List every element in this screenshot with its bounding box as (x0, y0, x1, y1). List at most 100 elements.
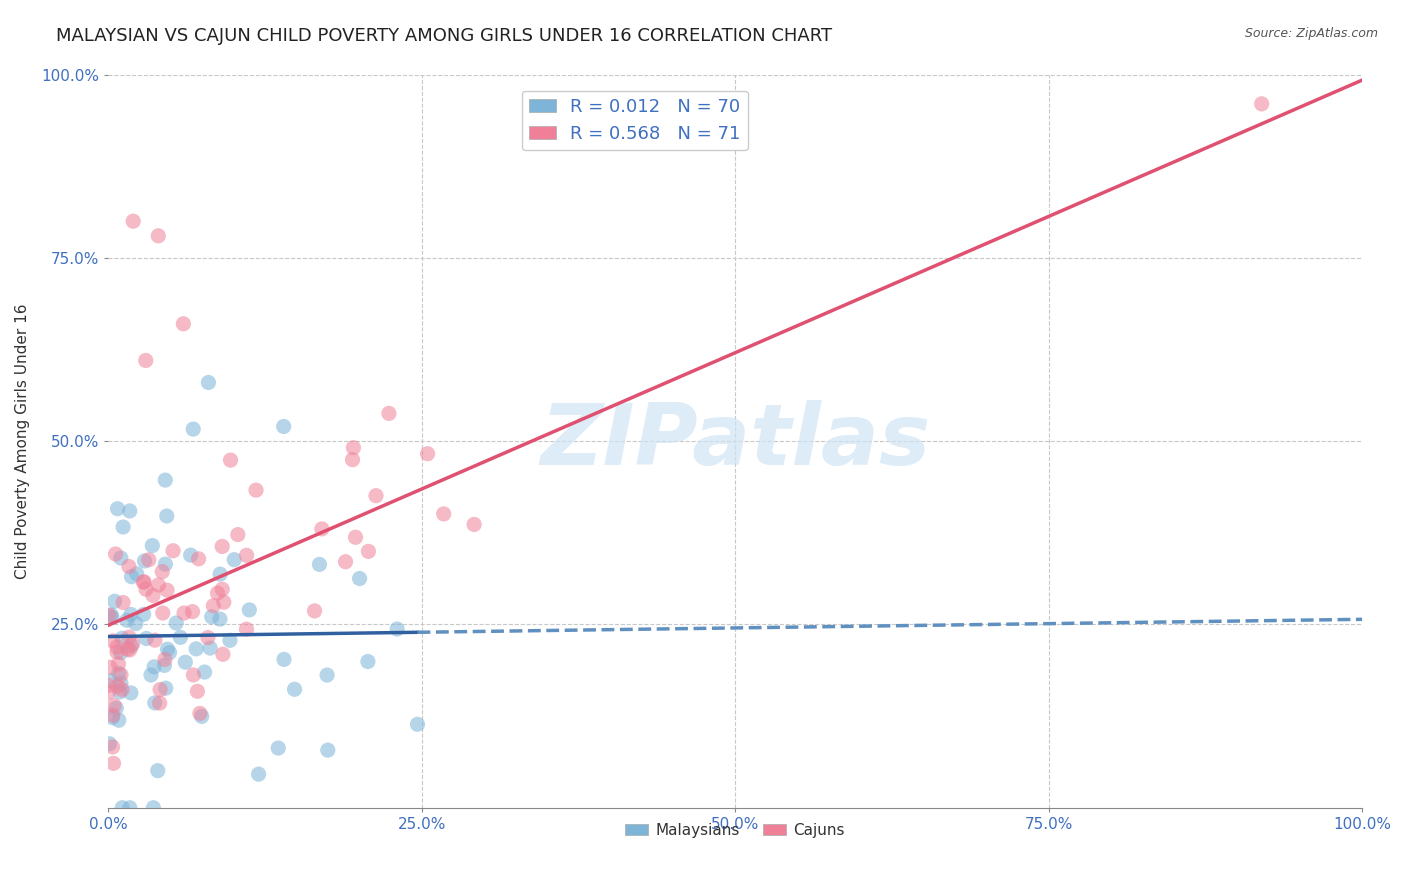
Point (141, 539, 163, 553)
Point (1250, 96, 1272, 111)
Point (111, 632, 134, 646)
Point (165, 615, 187, 630)
Point (104, 547, 127, 561)
Point (107, 501, 129, 516)
Point (245, 483, 267, 498)
Point (111, 682, 134, 697)
Point (273, 419, 295, 434)
Point (267, 741, 290, 756)
Point (357, 544, 380, 558)
Point (121, 639, 143, 653)
Point (146, 764, 169, 778)
Point (107, 713, 129, 727)
Point (186, 641, 208, 656)
Point (148, 578, 170, 592)
Point (385, 622, 408, 636)
Point (155, 473, 177, 487)
Point (101, 610, 124, 624)
Point (100, 607, 122, 622)
Point (433, 507, 456, 521)
Point (224, 552, 246, 566)
Point (149, 682, 172, 697)
Point (101, 710, 124, 724)
Point (97, 678, 120, 692)
Point (378, 406, 401, 420)
Point (316, 668, 339, 682)
Point (335, 555, 357, 569)
Point (117, 642, 139, 657)
Point (162, 543, 184, 558)
Point (304, 604, 326, 618)
Point (357, 655, 380, 669)
Y-axis label: Child Poverty Among Girls Under 16: Child Poverty Among Girls Under 16 (15, 303, 30, 579)
Point (107, 657, 129, 671)
Point (172, 317, 194, 331)
Point (416, 447, 439, 461)
Point (247, 767, 270, 781)
Point (197, 376, 219, 390)
Point (349, 572, 371, 586)
Point (101, 633, 124, 648)
Point (118, 559, 141, 574)
Point (156, 583, 179, 598)
Point (125, 566, 148, 581)
Point (111, 801, 134, 815)
Point (219, 453, 242, 467)
Point (198, 641, 221, 656)
Point (235, 622, 257, 636)
Point (143, 659, 166, 673)
Point (103, 698, 125, 713)
Point (284, 682, 307, 697)
Point (108, 685, 131, 699)
Point (193, 665, 215, 679)
Point (235, 549, 257, 563)
Point (101, 739, 124, 754)
Point (406, 717, 429, 731)
Point (112, 520, 135, 534)
Point (103, 594, 125, 608)
Point (188, 706, 211, 721)
Point (98, 608, 121, 623)
Point (212, 647, 235, 661)
Point (139, 668, 162, 682)
Point (148, 228, 170, 243)
Point (190, 709, 212, 723)
Point (169, 631, 191, 645)
Point (107, 680, 129, 694)
Point (118, 504, 141, 518)
Point (122, 214, 145, 228)
Point (181, 422, 204, 436)
Point (98, 737, 121, 751)
Point (342, 441, 364, 455)
Point (238, 603, 260, 617)
Point (226, 527, 249, 541)
Point (159, 646, 181, 660)
Point (132, 575, 155, 590)
Point (135, 353, 157, 368)
Point (211, 540, 233, 554)
Point (173, 606, 195, 620)
Point (98, 660, 121, 674)
Point (316, 743, 339, 757)
Point (183, 668, 205, 682)
Point (273, 652, 295, 666)
Point (186, 684, 208, 698)
Point (201, 609, 224, 624)
Point (197, 631, 219, 645)
Point (142, 801, 165, 815)
Text: ZIPatlas: ZIPatlas (540, 400, 931, 483)
Point (202, 599, 225, 613)
Point (110, 667, 132, 681)
Point (207, 586, 229, 600)
Point (98, 673, 121, 688)
Point (135, 582, 157, 597)
Point (155, 557, 177, 571)
Legend: Malaysians, Cajuns: Malaysians, Cajuns (619, 817, 851, 844)
Point (150, 565, 173, 579)
Point (212, 595, 235, 609)
Point (103, 756, 125, 771)
Point (153, 652, 176, 666)
Text: MALAYSIAN VS CAJUN CHILD POVERTY AMONG GIRLS UNDER 16 CORRELATION CHART: MALAYSIAN VS CAJUN CHILD POVERTY AMONG G… (56, 27, 832, 45)
Point (110, 551, 132, 566)
Point (118, 801, 141, 815)
